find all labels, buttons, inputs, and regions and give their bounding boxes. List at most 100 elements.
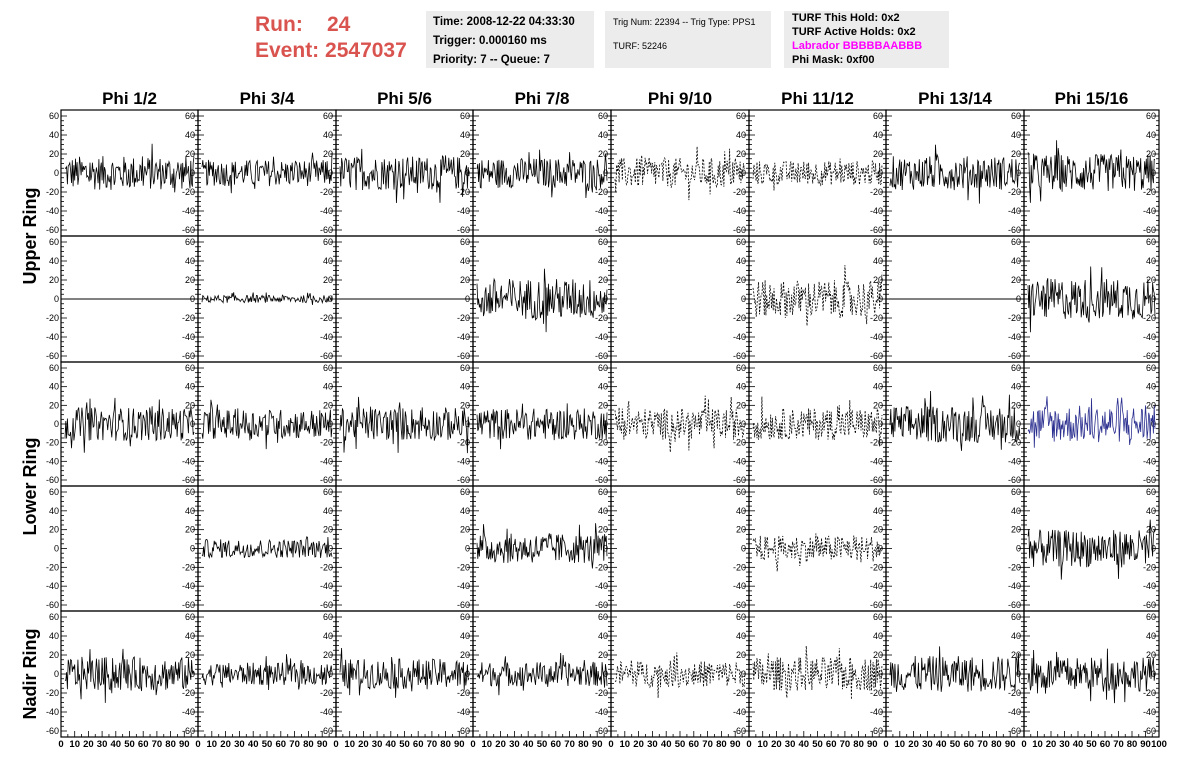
y-tick-label: -40 [595,581,608,591]
y-tick-label: 40 [460,506,470,516]
trig-info-text: Trig Num: 22394 -- Trig Type: PPS1 [613,17,756,27]
y-tick-label: -40 [46,332,59,342]
event-label: Event: [255,39,320,62]
y-tick-label: -60 [1143,225,1156,235]
y-tick-label: -40 [733,206,746,216]
x-tick-label: 50 [812,739,823,750]
y-tick-label: 0 [54,294,59,304]
waveform-trace [64,143,195,193]
y-tick-label: 60 [323,237,333,247]
y-tick-label: -40 [870,456,883,466]
y-tick-label: 0 [878,294,883,304]
y-tick-label: 60 [460,612,470,622]
y-tick-label: -40 [733,581,746,591]
y-tick-label: 40 [598,506,608,516]
turf-this-hold-text: TURF This Hold: 0x2 [792,12,900,24]
x-tick-label: 50 [537,739,548,750]
y-tick-label: -60 [320,475,333,485]
y-tick-label: 40 [598,631,608,641]
y-tick-label: -60 [182,225,195,235]
x-tick-label: 10 [344,739,355,750]
y-tick-label: 20 [1011,149,1021,159]
column-header: Phi 15/16 [1055,89,1129,108]
waveform-trace [1027,266,1156,333]
y-tick-label: -20 [1008,187,1021,197]
y-tick-label: -60 [733,475,746,485]
x-tick-label: 20 [1046,739,1057,750]
x-tick-label: 10 [620,739,631,750]
x-tick-label: 40 [386,739,397,750]
y-tick-label: 20 [323,149,333,159]
y-tick-label: 20 [736,149,746,159]
x-tick-label: 30 [647,739,658,750]
x-tick-label: 40 [799,739,810,750]
y-tick-label: 40 [460,256,470,266]
x-tick-label: 80 [440,739,451,750]
y-tick-label: -60 [1143,726,1156,736]
y-tick-label: 60 [598,237,608,247]
y-tick-label: 40 [736,382,746,392]
waveform-trace [889,646,1021,692]
x-tick-label: 0 [58,739,63,750]
y-tick-label: 60 [460,111,470,121]
waveform-trace [476,403,608,450]
y-tick-label: -60 [46,475,59,485]
y-tick-label: -40 [870,332,883,342]
y-tick-label: -40 [182,332,195,342]
y-tick-label: -20 [595,313,608,323]
y-tick-label: 20 [873,525,883,535]
y-tick-label: -40 [1008,206,1021,216]
y-tick-label: 60 [736,237,746,247]
y-tick-label: 20 [185,525,195,535]
y-tick-label: 40 [1146,382,1156,392]
waveform-trace [339,148,470,204]
y-tick-label: 40 [873,130,883,140]
waveform-trace [201,536,333,559]
turf-active-holds-text: TURF Active Holds: 0x2 [792,26,916,38]
column-header: Phi 7/8 [515,89,570,108]
x-tick-label: 70 [152,739,163,750]
y-tick-label: -40 [46,581,59,591]
x-tick-label: 90 [1140,739,1151,750]
y-tick-label: -60 [1143,351,1156,361]
y-tick-label: -40 [320,707,333,717]
y-tick-label: 40 [1146,256,1156,266]
waveform-trace [614,652,746,698]
y-tick-label: 20 [1146,275,1156,285]
y-tick-label: 0 [54,544,59,554]
y-tick-label: 0 [741,419,746,429]
y-tick-label: 40 [736,506,746,516]
event-value: 2547037 [325,39,407,62]
column-header: Phi 5/6 [377,89,432,108]
y-tick-label: -60 [320,726,333,736]
panel-frame [472,109,612,237]
y-tick-label: 0 [1151,669,1156,679]
run-label: Run: [255,13,303,36]
y-tick-label: -20 [733,562,746,572]
y-tick-label: 20 [460,275,470,285]
time-text: Time: 2008-12-22 04:33:30 [433,16,575,28]
panel-frame [610,610,750,738]
x-tick-label: 60 [551,739,562,750]
y-tick-label: 60 [598,363,608,373]
y-tick-label: 60 [49,612,59,622]
x-tick-label: 20 [358,739,369,750]
y-tick-label: 40 [1011,130,1021,140]
y-tick-label: -20 [46,313,59,323]
y-tick-label: -60 [457,475,470,485]
y-tick-label: -60 [182,475,195,485]
y-tick-label: 20 [323,275,333,285]
y-tick-label: 60 [736,363,746,373]
x-tick-label: 70 [702,739,713,750]
panel-frame [748,361,887,487]
y-tick-label: 0 [603,669,608,679]
y-tick-label: -60 [182,726,195,736]
y-tick-label: -20 [320,562,333,572]
y-tick-label: -40 [733,332,746,342]
y-tick-label: 20 [598,275,608,285]
y-tick-label: -40 [1143,332,1156,342]
x-tick-label: 90 [730,739,741,750]
y-tick-label: 20 [1146,149,1156,159]
y-tick-label: -60 [595,351,608,361]
y-tick-label: -20 [46,562,59,572]
